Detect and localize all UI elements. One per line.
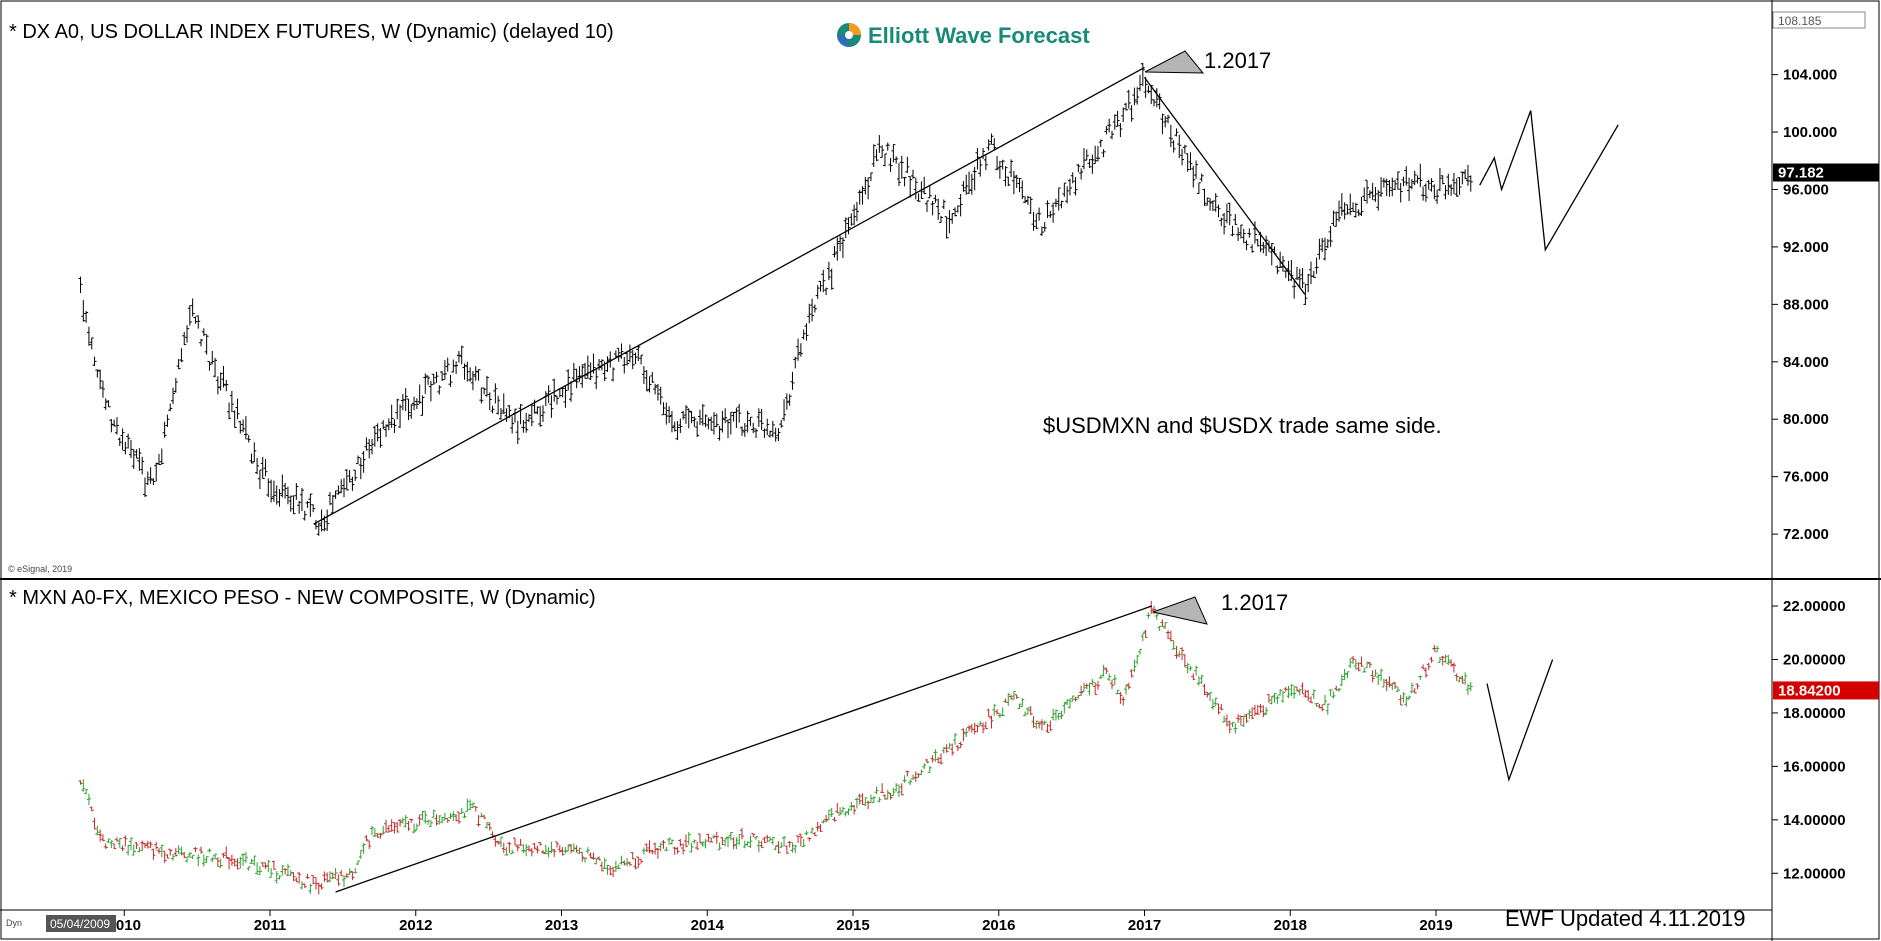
y-tick-label: 16.00000 bbox=[1783, 758, 1846, 775]
date-box bbox=[46, 915, 116, 932]
decline-line bbox=[1143, 77, 1306, 295]
copyright: © eSignal, 2019 bbox=[8, 564, 72, 574]
y-tick-label: 80.000 bbox=[1783, 411, 1829, 428]
x-tick-label: 2013 bbox=[545, 917, 578, 934]
y-tick-label: 104.000 bbox=[1783, 67, 1837, 84]
brand-name: Elliott Wave Forecast bbox=[868, 23, 1090, 48]
y-tick-label: 18.00000 bbox=[1783, 705, 1846, 722]
dx-trendlines bbox=[313, 66, 1619, 525]
projection-path bbox=[1486, 659, 1554, 783]
mxn-chart-title: * MXN A0-FX, MEXICO PESO - NEW COMPOSITE… bbox=[9, 587, 596, 609]
mxn-price-bars bbox=[78, 600, 1473, 895]
dx-label-1-2017: 1.2017 bbox=[1204, 48, 1271, 73]
x-tick-label: 2018 bbox=[1274, 917, 1307, 934]
y-tick-label: 76.000 bbox=[1783, 469, 1829, 486]
y-tick-label: 12.00000 bbox=[1783, 865, 1846, 882]
y-tick-label: 22.00000 bbox=[1783, 598, 1846, 615]
dx-last-price: 97.182 bbox=[1778, 165, 1824, 182]
x-tick-label: 2019 bbox=[1419, 917, 1452, 934]
y-tick-label: 84.000 bbox=[1783, 354, 1829, 371]
y-tick-label: 96.000 bbox=[1783, 181, 1829, 198]
mxn-last-price: 18.84200 bbox=[1778, 682, 1841, 699]
x-tick-label: 2011 bbox=[254, 917, 287, 934]
x-tick-label: 2014 bbox=[691, 917, 725, 934]
mxn-trendlines bbox=[335, 605, 1554, 893]
y-tick-label: 14.00000 bbox=[1783, 812, 1846, 829]
dx-price-bars bbox=[78, 62, 1473, 536]
dx-price-axis: 104.000 100.000 96.000 92.000 88.000 84.000 80… bbox=[1772, 67, 1837, 543]
updated-note: EWF Updated 4.11.2019 bbox=[1505, 906, 1746, 931]
time-axis: 2010 2011 2012 2013 2014 2015 2016 2017 2018 2019 bbox=[108, 910, 1453, 934]
date-box-text: 05/04/2009 bbox=[50, 917, 110, 931]
mxn-top-marker bbox=[1151, 596, 1208, 625]
footer-dyn: Dyn bbox=[6, 918, 22, 928]
mxn-price-axis: 22.00000 20.00000 18.00000 16.00000 14.00000… bbox=[1772, 598, 1846, 882]
y-tick-label: 92.000 bbox=[1783, 239, 1829, 256]
trendline bbox=[313, 66, 1145, 525]
y-tick-label: 72.000 bbox=[1783, 526, 1829, 543]
y-tick-label: 20.00000 bbox=[1783, 651, 1846, 668]
dx-top-value-badge bbox=[1772, 11, 1866, 29]
dx-top-marker bbox=[1144, 50, 1205, 74]
dx-top-value: 108.185 bbox=[1778, 14, 1822, 28]
mxn-last-price-badge bbox=[1773, 681, 1879, 700]
projection-path bbox=[1479, 110, 1619, 252]
x-tick-label: 2012 bbox=[399, 917, 432, 934]
chart-annotation: $USDMXN and $USDX trade same side. bbox=[1043, 413, 1442, 438]
dx-chart-title: * DX A0, US DOLLAR INDEX FUTURES, W (Dyn… bbox=[9, 21, 614, 43]
x-tick-label: 2017 bbox=[1128, 917, 1161, 934]
y-tick-label: 100.000 bbox=[1783, 124, 1837, 141]
y-tick-label: 88.000 bbox=[1783, 296, 1829, 313]
x-tick-label: 2016 bbox=[982, 917, 1015, 934]
dx-last-price-badge bbox=[1773, 163, 1879, 182]
x-tick-label: 2015 bbox=[836, 917, 869, 934]
trendline bbox=[335, 605, 1153, 893]
ewf-swirl-icon bbox=[837, 23, 861, 47]
mxn-label-1-2017: 1.2017 bbox=[1221, 590, 1288, 615]
